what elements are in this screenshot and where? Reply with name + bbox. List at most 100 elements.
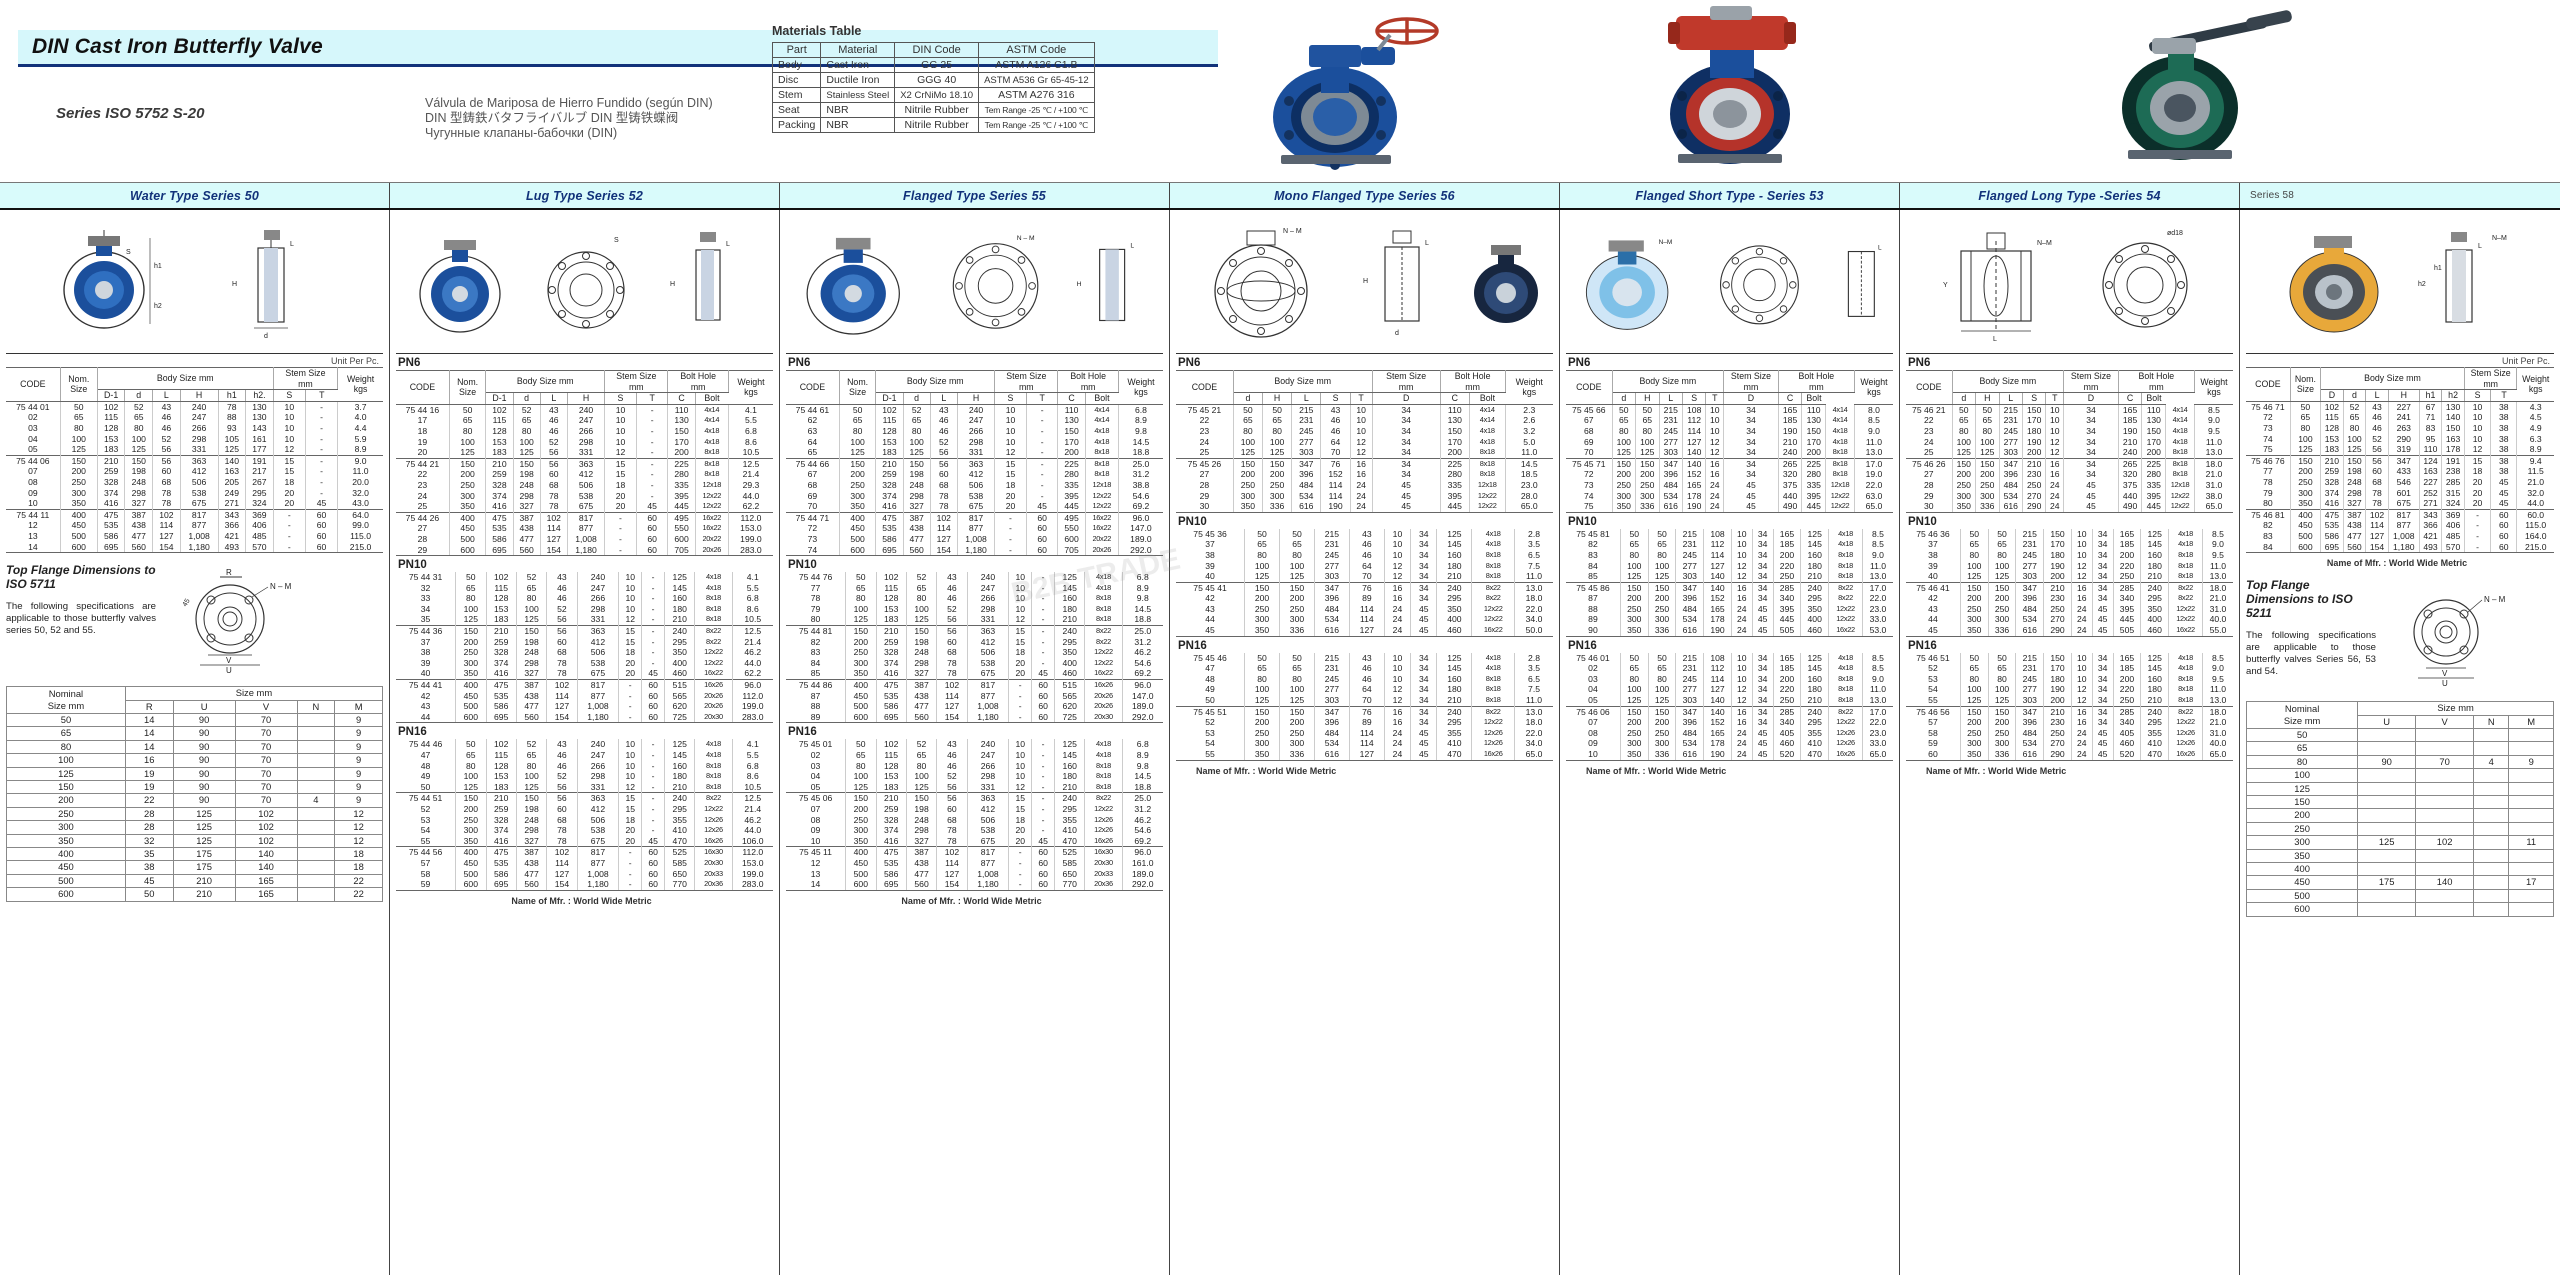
cell-value: 46 [2365, 422, 2389, 434]
cell-value: 34 [2063, 457, 2119, 470]
cell-value: 45 [1410, 614, 1438, 626]
cell-value: 12x22 [2165, 490, 2195, 502]
cell-value: 8x18 [1469, 469, 1506, 480]
cell-value: 34 [1752, 593, 1774, 604]
cell-value: 877 [577, 857, 620, 869]
cell-value: 147.0 [1132, 690, 1154, 701]
cell-value: 675 [967, 668, 1010, 680]
tf-cell: 18 [334, 860, 383, 875]
cell-value: 52 [516, 739, 548, 750]
tf-cell: 38 [124, 860, 174, 875]
cell-value: 60 [641, 679, 666, 691]
cell-value: - [1026, 469, 1059, 480]
cell-value: 877 [957, 523, 996, 534]
cell-value: 490 [1778, 501, 1803, 513]
cell-value: 8x22 [1828, 705, 1863, 718]
table-row: 37 65 65 231 170 10 34 185 145 4x18 9.0 [1906, 539, 2233, 550]
cell-value: 127 [936, 701, 968, 712]
table-row: 27 450 535 438 114 877-60 550 16x22 153.0 [396, 523, 773, 534]
cell-value: 12x26 [1828, 738, 1863, 749]
table-row: 64 100 153 100 52 298 10-170 4x18 14.5 [786, 436, 1163, 448]
cell-value: 60 [546, 636, 578, 648]
th-h: H [1262, 392, 1293, 405]
cell-value: 12 [994, 447, 1027, 459]
cell-value: 16 [1350, 457, 1373, 470]
cell-value: 10 [2071, 663, 2093, 674]
cell-value: 54.6 [1134, 825, 1152, 836]
tf-cell: 300 [6, 820, 126, 835]
cell-value: 65 [1233, 415, 1264, 426]
cell-code: 08 [6, 476, 61, 488]
pn6-label-55: PN6 [788, 357, 811, 369]
cell-value: 586 [486, 868, 517, 880]
table-row: 74 300 300 534 178 24 45 440 395 12x22 63.0 [1566, 490, 1893, 502]
cell-value: 45 [2063, 479, 2119, 491]
table-row: 75 44 16 50 102 52 43 240 10-110 4x14 4.1 [396, 404, 773, 416]
cell-value: 20x33 [1084, 868, 1123, 880]
cell-value: 32.0 [352, 487, 369, 498]
banner-item-2[interactable]: Flanged Type Series 55 [780, 183, 1170, 208]
cell-value: 277 [2015, 684, 2045, 696]
th-stem-size: Stem Size mm [273, 366, 339, 391]
cell-value: 165 [1703, 603, 1732, 615]
banner-item-5[interactable]: Flanged Long Type -Series 54 [1900, 183, 2240, 208]
cell-value: 15 [2464, 454, 2492, 467]
cell-value: 324 [2441, 498, 2465, 510]
banner-item-0[interactable]: Water Type Series 50 [0, 183, 390, 208]
materials-cell: Stainless Steel [820, 87, 896, 103]
cell-value: 695 [97, 541, 126, 554]
banner-item-6[interactable]: Series 58 [2250, 190, 2295, 201]
cell-value: 150 [2343, 454, 2367, 467]
cell-value: 65 [2290, 412, 2322, 423]
cell-value: 200 [1988, 717, 2017, 728]
tf-cell [2357, 861, 2417, 877]
cell-value: 52 [540, 436, 568, 448]
cell-value: - [305, 466, 339, 477]
cell-value: 80 [449, 425, 487, 437]
cell-value: 327 [906, 668, 938, 680]
tf-cell: 100 [6, 753, 126, 768]
table-row: 13 500 586 477 127 1,008 421 485-60 115.0 [6, 530, 383, 542]
cell-value: 560 [2343, 541, 2367, 554]
table-row: 22 200 259 198 60 412 15-280 8x18 21.4 [396, 469, 773, 480]
cell-value: 50 [455, 572, 487, 583]
table-row: 80 125 183 125 56 331 12-210 8x18 18.8 [786, 614, 1163, 626]
cell-value: 50 [455, 739, 487, 750]
cell-value: 65.0 [2194, 501, 2233, 513]
cell-value: 347 [1999, 457, 2023, 470]
cell-value: 152 [1703, 593, 1732, 604]
cell-value: 150 [1952, 457, 1977, 470]
cell-value: 45 [2490, 476, 2518, 488]
banner-item-3[interactable]: Mono Flanged Type Series 56 [1170, 183, 1560, 208]
cell-value: 165 [2113, 652, 2142, 664]
th-t: T [305, 389, 338, 402]
cell-value: 600 [1057, 533, 1086, 545]
cell-value: 89 [1349, 593, 1385, 604]
cell-value: 1,180 [967, 711, 1010, 724]
top-flange-block-50: Top Flange Dimensions to ISO 5711 The fo… [6, 563, 383, 678]
cell-value: 160 [1436, 549, 1473, 561]
cell-value: 150 [1279, 705, 1315, 718]
cell-value: 100 [906, 603, 938, 615]
cell-value: 78 [936, 657, 968, 669]
cell-value: 125 [1244, 571, 1280, 583]
cell-value: 8x22 [1828, 581, 1863, 594]
cell-value: 65 [903, 415, 931, 426]
cell-value: 10 [2045, 404, 2065, 416]
cell-value: 45 [1031, 835, 1056, 847]
banner-item-1[interactable]: Lug Type Series 52 [390, 183, 780, 208]
cell-value: 60 [1031, 868, 1056, 880]
cell-value: 290 [2022, 501, 2047, 513]
cell-value: 8x18 [1085, 447, 1119, 459]
tf-row: 150 19 90 70 9 [6, 779, 383, 795]
cell-value: 240 [577, 739, 620, 750]
table-row: 44 300 300 534 270 24 45 445 400 12x22 40.0 [1906, 614, 2233, 626]
cell-value: 8x18 [1084, 781, 1123, 793]
cell-code: 55 [1906, 695, 1961, 707]
table-series-54-pn10: 75 46 36 50 50 215 150 10 34 165 125 4x18 8.5 37 65 6… [1906, 528, 2233, 637]
cell-value: 190 [1778, 425, 1803, 437]
cell-code: 77 [786, 582, 847, 594]
banner-item-4[interactable]: Flanged Short Type - Series 53 [1560, 183, 1900, 208]
cell-code: 75 [1566, 501, 1613, 513]
cell-value: 9.0 [337, 454, 383, 467]
